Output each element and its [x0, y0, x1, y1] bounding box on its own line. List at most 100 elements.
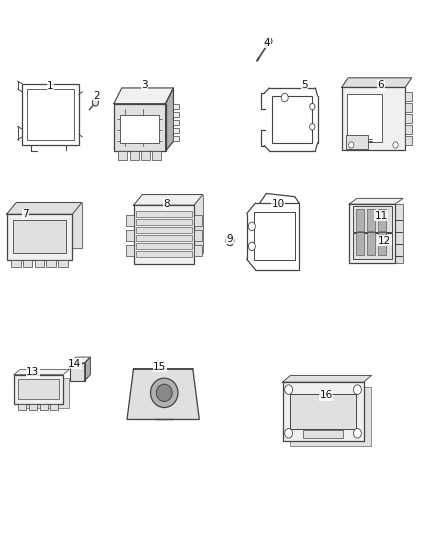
Text: 12: 12 [378, 236, 391, 246]
Bar [120, 115, 159, 143]
Bar [367, 209, 375, 231]
Text: 10: 10 [272, 199, 285, 208]
Circle shape [248, 222, 255, 231]
Polygon shape [166, 88, 173, 151]
Text: 1: 1 [47, 82, 54, 91]
Bar [58, 260, 68, 267]
Polygon shape [70, 357, 90, 363]
Circle shape [353, 429, 361, 438]
Text: 8: 8 [163, 199, 170, 208]
Circle shape [310, 103, 315, 110]
Bar [136, 243, 192, 249]
Polygon shape [14, 369, 69, 375]
Bar [136, 227, 192, 233]
Bar [353, 206, 392, 232]
Circle shape [393, 142, 398, 148]
Bar [405, 103, 412, 112]
Text: 16: 16 [320, 391, 333, 400]
Bar [356, 232, 364, 255]
Text: 7: 7 [22, 209, 29, 219]
Bar [134, 205, 194, 264]
Bar [46, 260, 56, 267]
Bar [11, 260, 21, 267]
Circle shape [248, 242, 255, 251]
Polygon shape [85, 357, 90, 381]
Bar [290, 387, 371, 446]
Circle shape [310, 124, 315, 130]
Bar [114, 103, 166, 151]
Circle shape [285, 429, 293, 438]
Bar [27, 89, 74, 140]
Text: 11: 11 [374, 211, 388, 221]
Bar [22, 84, 79, 145]
Bar [70, 363, 85, 381]
Bar [20, 378, 69, 408]
Bar [405, 114, 412, 123]
Polygon shape [134, 195, 203, 205]
Bar [126, 245, 134, 256]
Polygon shape [283, 375, 371, 382]
Bar [367, 232, 375, 255]
Bar [136, 211, 192, 216]
Bar [378, 209, 386, 231]
Bar [18, 404, 26, 410]
Bar [7, 214, 72, 260]
Text: 9: 9 [226, 234, 233, 244]
Bar [194, 230, 202, 241]
Bar [136, 235, 192, 241]
Bar [303, 430, 343, 438]
Bar [405, 92, 412, 101]
Bar [39, 404, 48, 410]
Bar [126, 215, 134, 225]
Bar [347, 94, 382, 142]
Bar [141, 151, 150, 160]
Circle shape [353, 385, 361, 394]
Bar [356, 209, 364, 231]
Polygon shape [349, 198, 403, 204]
Bar [173, 128, 179, 133]
Bar [272, 96, 312, 143]
Bar [23, 260, 32, 267]
Bar [405, 125, 412, 134]
Bar [194, 245, 202, 256]
Circle shape [92, 99, 99, 106]
Bar [130, 151, 138, 160]
Bar [18, 379, 59, 399]
Bar [342, 87, 405, 150]
Bar [173, 103, 179, 109]
Bar [50, 404, 58, 410]
Bar [283, 382, 364, 441]
Text: 6: 6 [378, 80, 385, 90]
Text: 4: 4 [264, 38, 271, 47]
Bar [254, 212, 295, 260]
Text: 13: 13 [26, 367, 39, 377]
Bar [357, 204, 403, 263]
Ellipse shape [156, 384, 172, 401]
Polygon shape [127, 369, 199, 419]
Bar [152, 151, 161, 160]
Bar [405, 136, 412, 145]
Bar [349, 204, 395, 263]
Ellipse shape [151, 378, 178, 408]
Bar [136, 219, 192, 225]
Polygon shape [342, 78, 412, 87]
Bar [194, 215, 202, 225]
Text: 14: 14 [68, 359, 81, 368]
Bar [290, 394, 356, 429]
Circle shape [267, 38, 272, 44]
Circle shape [285, 385, 293, 394]
Circle shape [376, 247, 382, 254]
Bar [378, 232, 386, 255]
Bar [126, 230, 134, 241]
Circle shape [226, 236, 234, 246]
Polygon shape [16, 203, 82, 248]
Polygon shape [114, 88, 173, 103]
Bar [173, 136, 179, 141]
Polygon shape [7, 203, 82, 214]
Circle shape [349, 142, 354, 148]
Bar [136, 252, 192, 257]
Bar [173, 120, 179, 125]
Bar [346, 135, 368, 149]
Text: 3: 3 [141, 80, 148, 90]
Bar [35, 260, 44, 267]
